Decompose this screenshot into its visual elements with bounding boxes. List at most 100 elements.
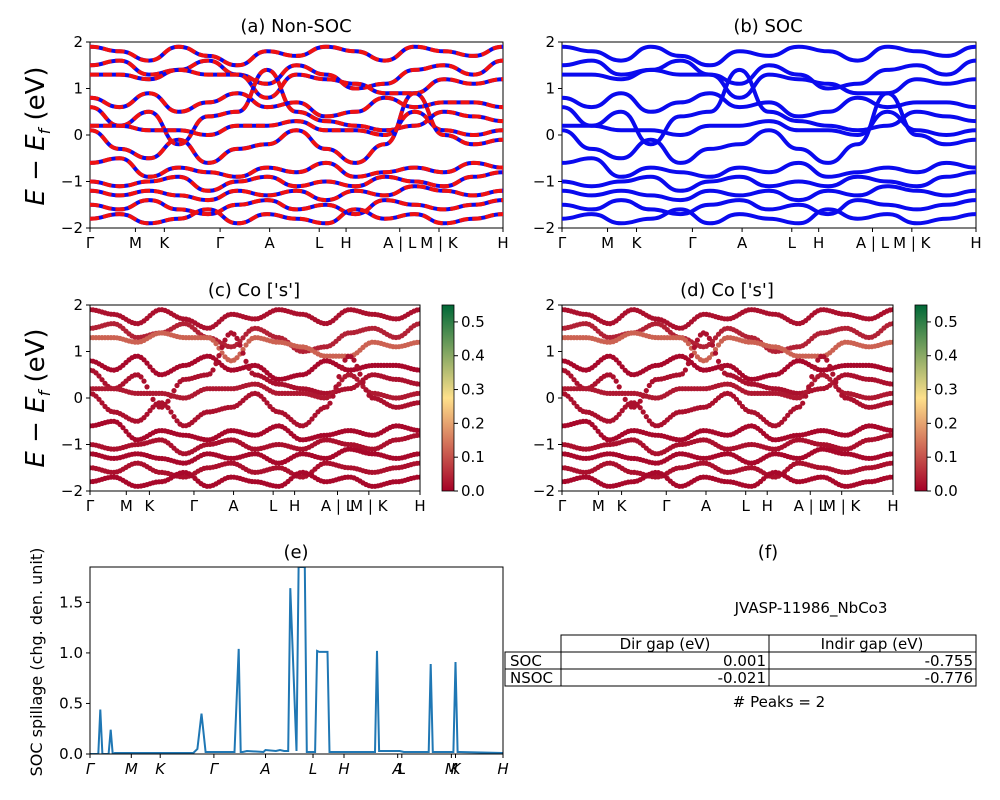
band-ylabel-top: E − Ef (eV) [21, 66, 54, 205]
d-point [709, 342, 716, 348]
c-ytick-label: −2 [61, 482, 83, 500]
c-point [96, 396, 102, 402]
e-ytick-label: 1.5 [59, 593, 83, 611]
d-point [703, 331, 710, 337]
e-xtick-label: H [338, 760, 349, 778]
c-point [324, 404, 330, 410]
d-point [821, 354, 827, 360]
table-value-nsoc-indir: -0.776 [925, 669, 973, 687]
a-xtick-label: M [129, 234, 142, 252]
d-colorbar-label: 0.1 [934, 448, 958, 466]
c-plot-frame [89, 304, 421, 492]
c-point [138, 374, 144, 380]
d-point [691, 344, 698, 350]
d-xtick-label: H [762, 497, 773, 515]
c-point [246, 365, 252, 371]
c-point [144, 384, 150, 390]
c-colorbar-label: 0.4 [461, 347, 485, 365]
c-point [417, 321, 420, 327]
d-point [682, 367, 689, 373]
c-point [96, 373, 102, 379]
b-xtick-label: A [737, 234, 748, 252]
c-point [333, 384, 339, 390]
table-header-dir-gap: Dir gap (eV) [620, 635, 711, 653]
panel-c-title: (c) Co ['s'] [208, 280, 300, 301]
b-bands [562, 44, 976, 226]
c-colorbar-label: 0.3 [461, 381, 485, 399]
a-band-nsoc-7 [90, 156, 503, 179]
c-point [306, 419, 312, 425]
b-xtick-label: H [970, 234, 981, 252]
d-point [890, 321, 893, 327]
b-band-6 [562, 91, 976, 165]
a-band-nsoc-8 [90, 170, 503, 193]
c-point [165, 398, 171, 404]
d-xtick-label: Γ [558, 497, 567, 515]
a-xtick-label: A [265, 234, 276, 252]
d-point [571, 377, 577, 383]
c-colorbar [441, 304, 455, 492]
panel-f-title: (f) [758, 542, 778, 563]
d-colorbar-label: 0.3 [934, 381, 958, 399]
b-ytick-label: 1 [545, 80, 555, 98]
b-xtick-label: K [632, 234, 643, 252]
d-xtick-label: A [701, 497, 712, 515]
d-ytick-label: 0 [545, 389, 555, 407]
a-xtick-label: M | K [420, 234, 459, 252]
d-point [682, 337, 689, 343]
c-xtick-label: A | L [321, 497, 355, 515]
a-xtick-label: H [340, 234, 351, 252]
d-ytick-label: 1 [545, 343, 555, 361]
c-point [144, 411, 150, 417]
c-point [213, 361, 219, 367]
d-point [812, 364, 818, 370]
c-xtick-label: H [289, 497, 300, 515]
table-value-soc-dir: 0.001 [723, 652, 766, 670]
d-point [830, 371, 836, 377]
c-ytick-label: 1 [73, 343, 83, 361]
c-ytick-label: −1 [61, 436, 83, 454]
c-colorbar-label: 0.1 [461, 448, 485, 466]
d-point [809, 374, 815, 380]
d-point [688, 353, 695, 359]
c-point [342, 357, 348, 363]
a-xtick-label: K [159, 234, 170, 252]
d-point [890, 428, 893, 434]
d-point [718, 365, 725, 371]
c-point [165, 405, 171, 411]
b-band-3 [562, 91, 976, 119]
d-point [712, 335, 719, 341]
d-ytick-label: 2 [545, 296, 555, 314]
b-band-7 [562, 156, 976, 179]
a-xtick-label: A | L [383, 234, 417, 252]
c-point [147, 408, 153, 414]
d-colorbar-label: 0.2 [934, 414, 958, 432]
c-point [141, 415, 147, 421]
c-point [339, 364, 345, 370]
table-value-soc-indir: -0.755 [925, 652, 973, 670]
a-ytick-label: 2 [73, 33, 83, 51]
d-point [890, 381, 893, 387]
d-point [833, 383, 839, 389]
b-ytick-label: 2 [545, 33, 555, 51]
c-point [417, 307, 420, 313]
c-point [171, 388, 177, 394]
d-xtick-label: Γ [662, 497, 671, 515]
d-point [797, 404, 803, 410]
panel-b-title: (b) SOC [733, 16, 802, 37]
c-point [348, 354, 354, 360]
a-band-nsoc-6 [90, 91, 503, 165]
table-row-label-soc: SOC [510, 652, 542, 670]
c-xtick-label: H [414, 497, 425, 515]
b-band-9 [562, 184, 976, 203]
d-point [646, 382, 652, 389]
c-colorbar-label: 0.2 [461, 414, 485, 432]
b-band-10 [562, 198, 976, 217]
c-point [231, 331, 237, 337]
a-band-nsoc-0 [90, 44, 503, 68]
d-point [715, 342, 722, 348]
d-xtick-label: H [887, 497, 898, 515]
d-plot-frame [561, 304, 894, 492]
c-colorbar-label: 0.0 [461, 482, 485, 500]
